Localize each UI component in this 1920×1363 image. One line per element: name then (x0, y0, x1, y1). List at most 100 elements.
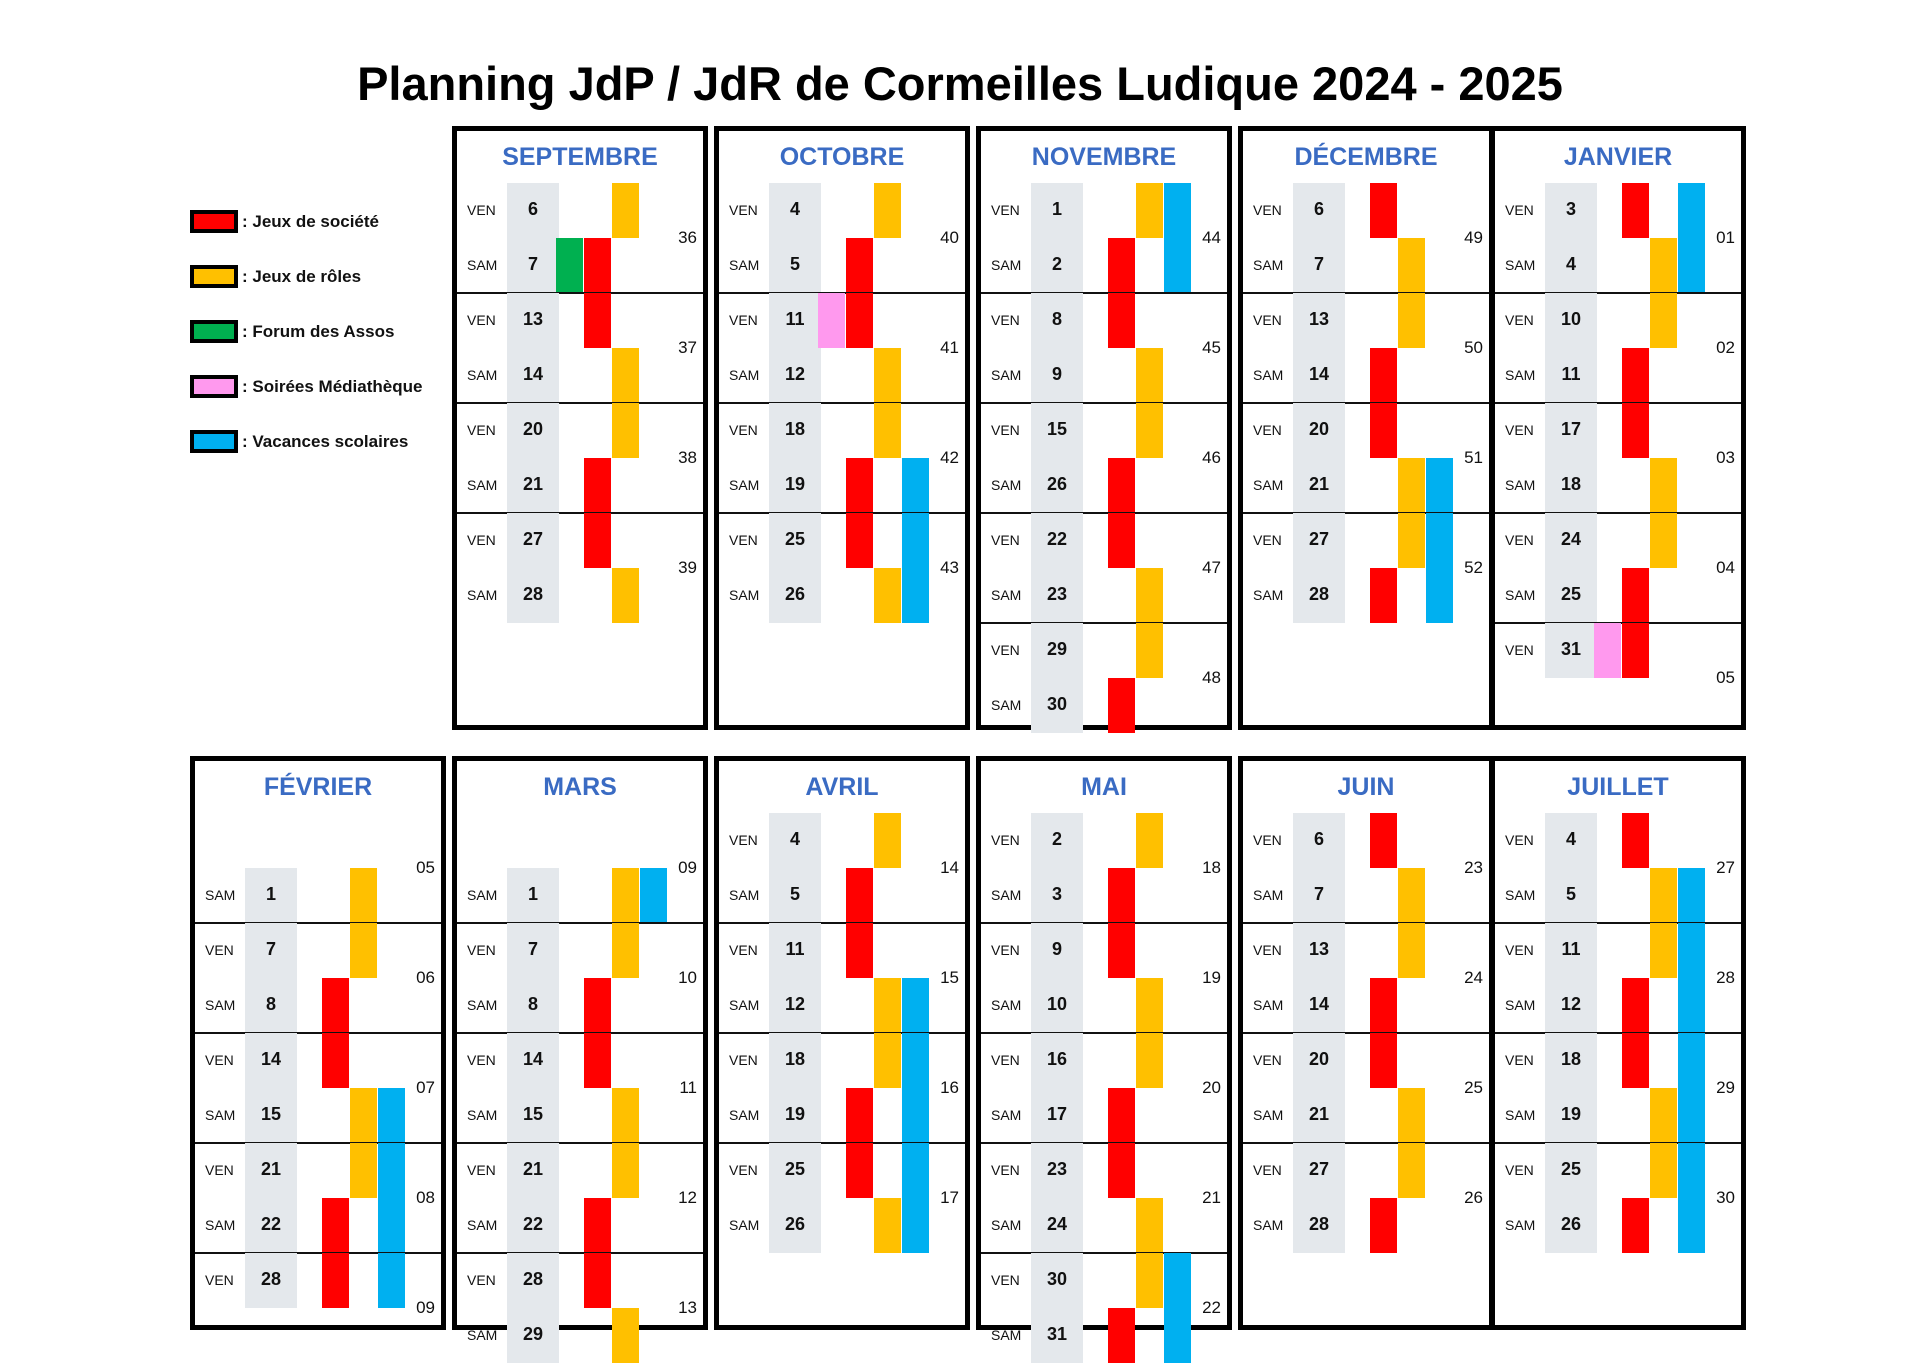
event-bar-roles (1136, 348, 1163, 403)
week-number: 16 (940, 1078, 959, 1097)
day-number: 6 (527, 199, 538, 219)
event-bar-forum (556, 238, 583, 293)
week-number: 24 (1464, 968, 1483, 987)
event-bar-societe (584, 238, 611, 293)
day-number: 13 (1308, 939, 1330, 959)
day-number: 7 (1313, 884, 1324, 904)
day-cell (507, 348, 559, 403)
month-name: NOVEMBRE (1031, 143, 1177, 171)
event-bar-vacances (1678, 238, 1705, 293)
day-cell (1031, 813, 1083, 868)
weekday-label: VEN (729, 832, 758, 848)
event-bar-vacances (902, 978, 929, 1033)
week-separator (195, 1032, 441, 1034)
day-cell (1031, 678, 1083, 733)
event-bar-societe (322, 978, 349, 1033)
event-bar-vacances (1678, 1198, 1705, 1253)
event-bar-roles (1136, 978, 1163, 1033)
event-bar-roles (1136, 403, 1163, 458)
event-bar-vacances (902, 513, 929, 568)
day-cell (1545, 293, 1597, 348)
week-number: 43 (940, 558, 959, 577)
weekday-label: SAM (467, 1107, 498, 1123)
event-bar-societe (1108, 678, 1135, 733)
weekday-label: SAM (991, 587, 1022, 603)
day-cell (1293, 568, 1345, 623)
weekday-label: VEN (205, 1052, 234, 1068)
weekday-label: SAM (205, 887, 236, 903)
event-bar-roles (1650, 1088, 1677, 1143)
event-bar-societe (846, 293, 873, 348)
event-bar-societe (1108, 1088, 1135, 1143)
day-number: 15 (260, 1104, 282, 1124)
week-number: 47 (1202, 558, 1221, 577)
day-cell (1293, 513, 1345, 568)
day-cell (245, 1088, 297, 1143)
event-bar-vacances (1678, 1033, 1705, 1088)
week-number: 28 (1716, 968, 1735, 987)
month-name: FÉVRIER (263, 773, 373, 801)
weekday-label: VEN (1253, 1052, 1282, 1068)
day-cell (1545, 238, 1597, 293)
week-number: 29 (1716, 1078, 1735, 1097)
week-separator (719, 402, 965, 404)
weekday-label: SAM (1505, 887, 1536, 903)
week-number: 03 (1716, 448, 1735, 467)
event-bar-roles (1398, 923, 1425, 978)
event-bar-vacances (1164, 1253, 1191, 1308)
legend-swatch-societe (190, 210, 238, 233)
weekday-label: VEN (467, 532, 496, 548)
month-name: OCTOBRE (779, 143, 905, 171)
month-name: JUILLET (1567, 773, 1669, 801)
event-bar-vacances (1678, 978, 1705, 1033)
day-number: 1 (265, 884, 276, 904)
day-number: 20 (522, 419, 544, 439)
day-cell (1031, 623, 1083, 678)
weekday-label: SAM (729, 1107, 760, 1123)
day-number: 30 (1046, 694, 1068, 714)
day-cell (1031, 1253, 1083, 1308)
event-bar-societe (1108, 513, 1135, 568)
event-bar-roles (874, 1033, 901, 1088)
legend-swatch-roles (190, 265, 238, 288)
week-number: 13 (678, 1298, 697, 1317)
event-bar-societe (1622, 1198, 1649, 1253)
week-number: 23 (1464, 858, 1483, 877)
weekday-label: VEN (1253, 312, 1282, 328)
day-number: 21 (260, 1159, 282, 1179)
event-bar-roles (1398, 458, 1425, 513)
event-bar-vacances (1164, 1308, 1191, 1363)
day-cell (1031, 1198, 1083, 1253)
day-number: 19 (1560, 1104, 1582, 1124)
week-number: 06 (416, 968, 435, 987)
day-cell (1293, 1088, 1345, 1143)
weekday-label: VEN (1505, 312, 1534, 328)
day-cell (245, 1253, 297, 1308)
event-bar-societe (1370, 813, 1397, 868)
event-bar-societe (1622, 1033, 1649, 1088)
day-cell (769, 568, 821, 623)
weekday-label: VEN (467, 422, 496, 438)
week-separator (719, 1142, 965, 1144)
weekday-label: VEN (729, 422, 758, 438)
day-number: 4 (1565, 829, 1576, 849)
week-separator (1495, 922, 1741, 924)
weekday-label: SAM (467, 1327, 498, 1343)
day-cell (1293, 1198, 1345, 1253)
day-cell (1031, 868, 1083, 923)
day-cell (1545, 1198, 1597, 1253)
weekday-label: SAM (1253, 997, 1284, 1013)
legend-label: : Vacances scolaires (242, 431, 409, 451)
week-separator (719, 1032, 965, 1034)
event-bar-roles (1136, 813, 1163, 868)
event-bar-roles (1650, 1143, 1677, 1198)
event-bar-vacances (1678, 868, 1705, 923)
weekday-label: VEN (467, 942, 496, 958)
weekday-label: SAM (205, 1107, 236, 1123)
legend-swatch-forum (190, 320, 238, 343)
month-name: MARS (543, 773, 617, 801)
day-cell (1293, 868, 1345, 923)
event-bar-roles (874, 568, 901, 623)
event-bar-vacances (378, 1253, 405, 1308)
week-number: 19 (1202, 968, 1221, 987)
